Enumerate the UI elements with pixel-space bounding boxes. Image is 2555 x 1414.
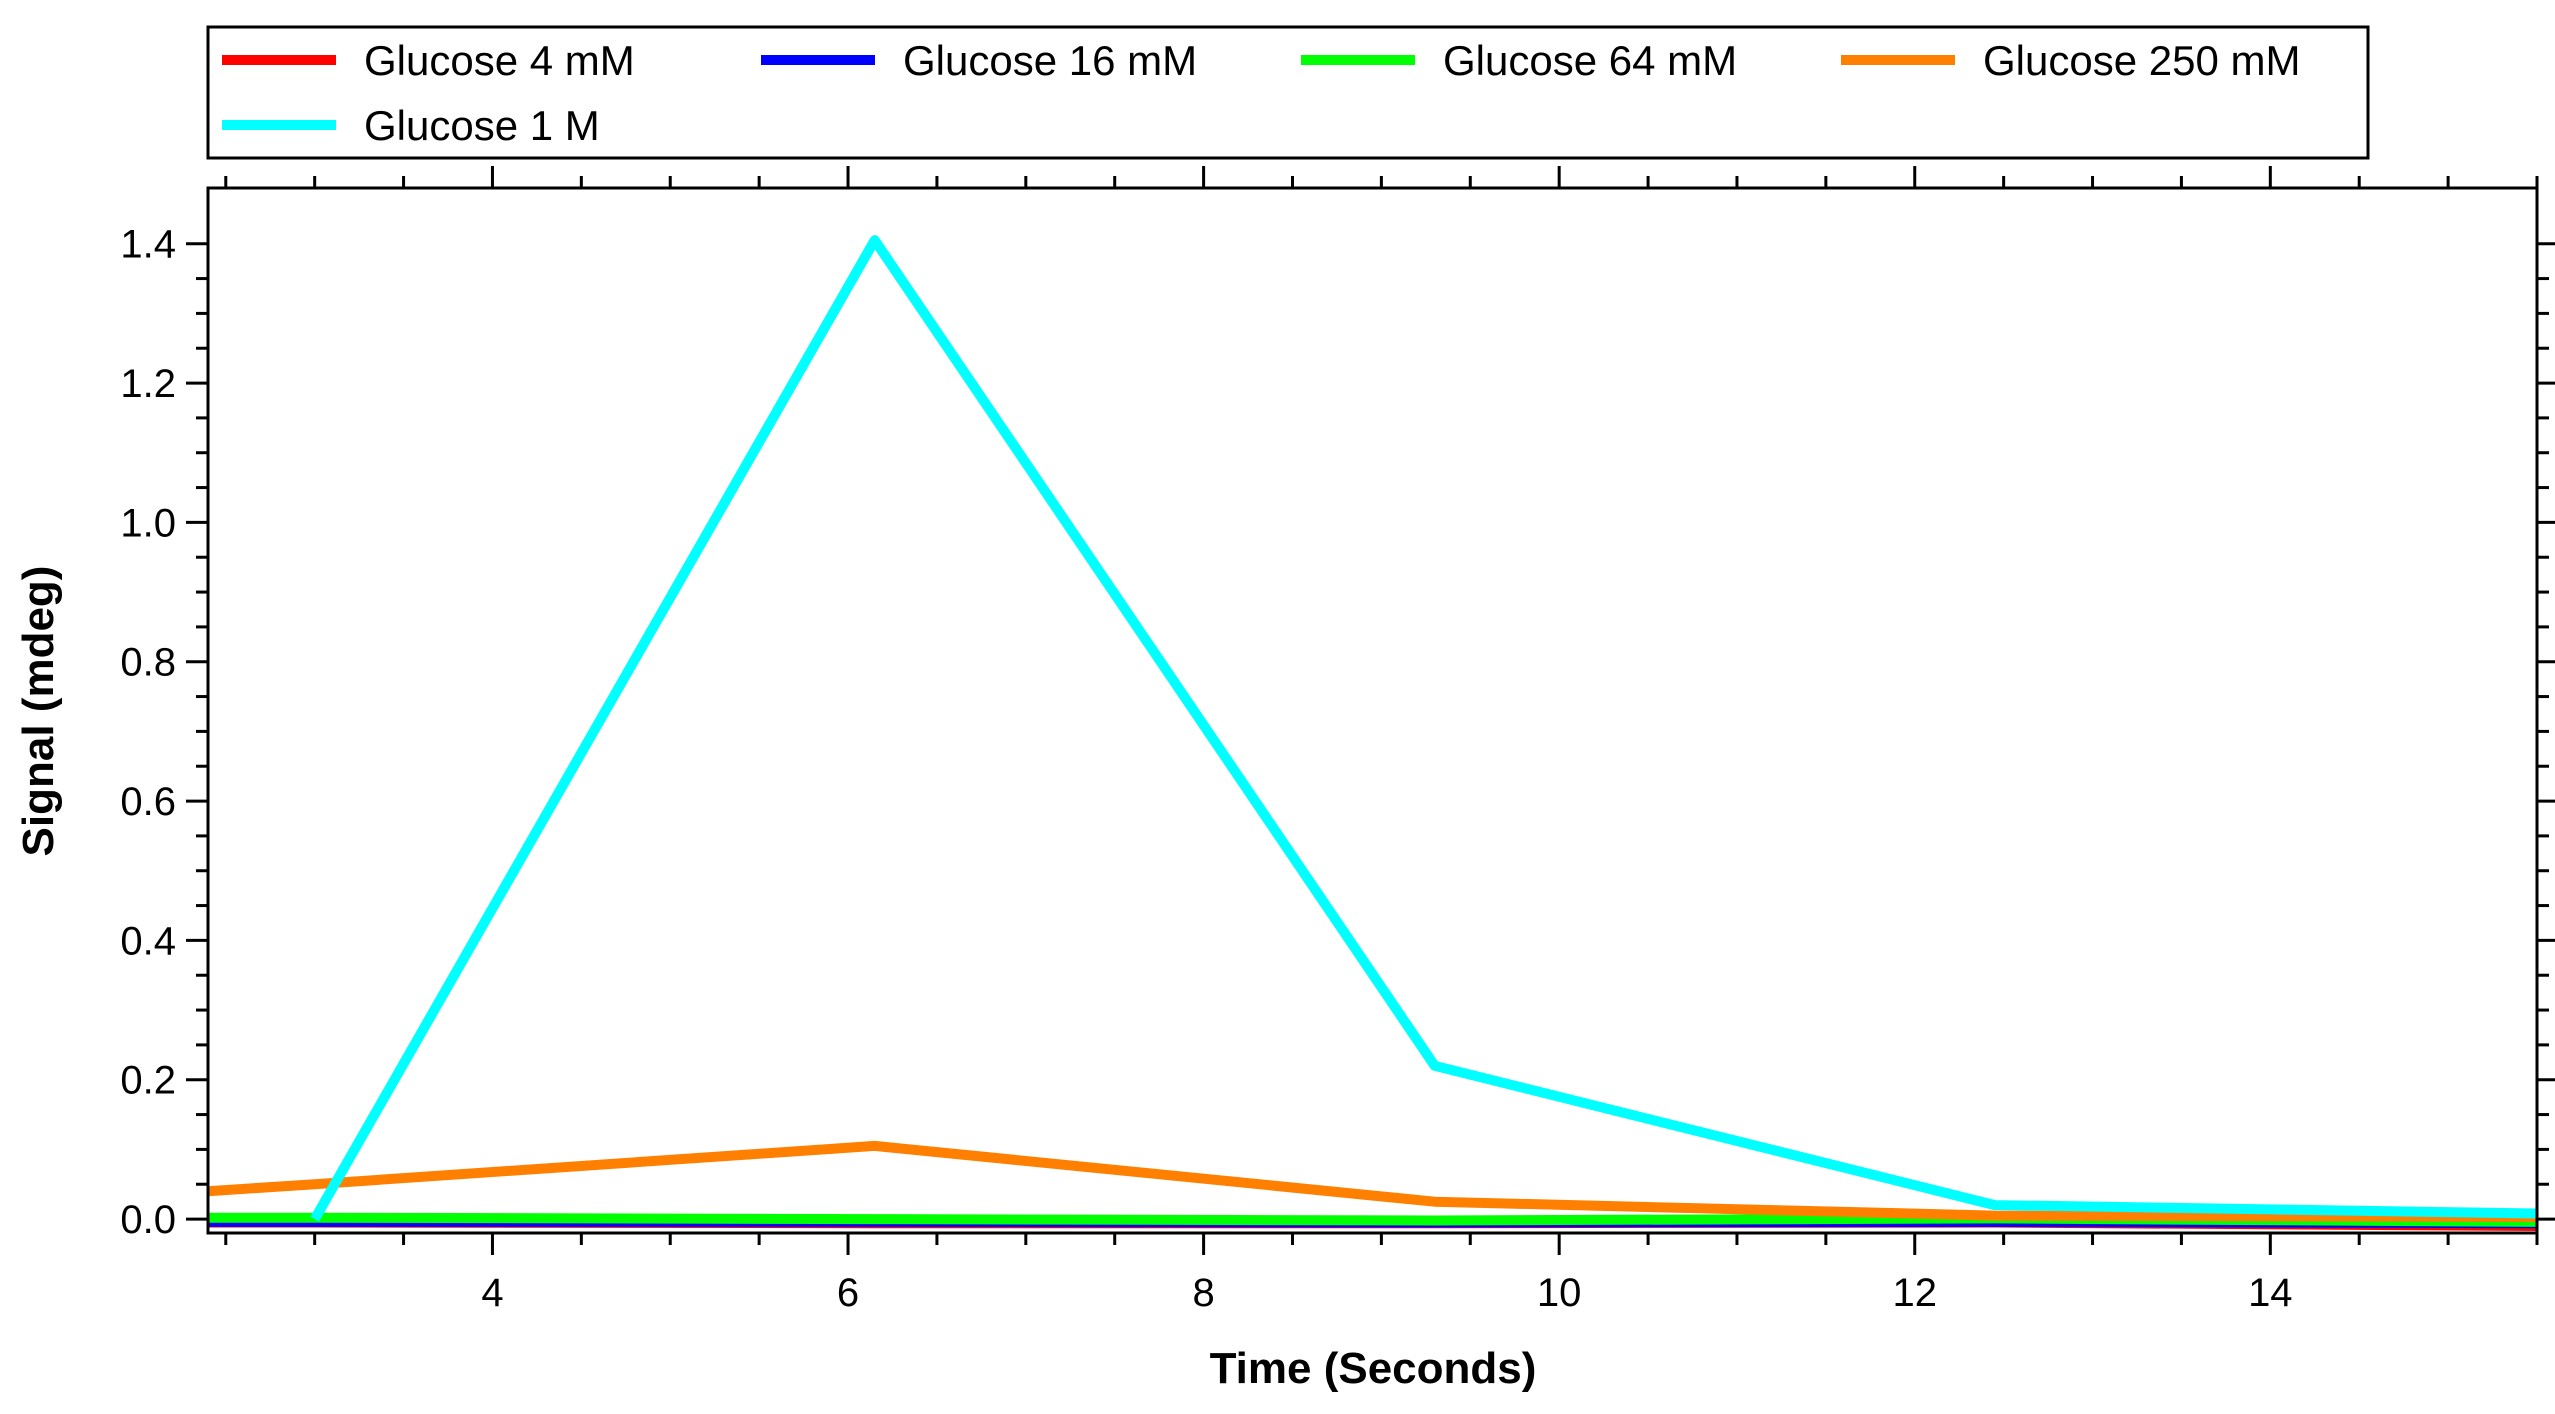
y-tick-label: 0.6 bbox=[120, 780, 176, 824]
y-tick-label: 1.4 bbox=[120, 223, 176, 267]
y-tick-label: 0.4 bbox=[120, 919, 176, 963]
plot-lines bbox=[207, 235, 2538, 1231]
x-tick-label: 8 bbox=[1192, 1271, 1214, 1315]
x-tick-label: 6 bbox=[837, 1271, 859, 1315]
y-tick-label: 0.8 bbox=[120, 641, 176, 685]
y-axis-title: Signal (mdeg) bbox=[14, 566, 63, 857]
x-tick-label: 10 bbox=[1537, 1271, 1582, 1315]
y-tick-label: 1.0 bbox=[120, 501, 176, 545]
series-line-4 bbox=[207, 1140, 2538, 1222]
plot-frame bbox=[206, 186, 2539, 1235]
legend-label: Glucose 4 mM bbox=[364, 37, 635, 84]
legend-label: Glucose 1 M bbox=[364, 102, 600, 149]
x-tick-label: 14 bbox=[2248, 1271, 2293, 1315]
x-axis-title: Time (Seconds) bbox=[1210, 1344, 1537, 1393]
series-line-5 bbox=[310, 235, 2538, 1222]
y-tick-label: 0.2 bbox=[120, 1059, 176, 1103]
y-tick-label: 1.2 bbox=[120, 362, 176, 406]
legend-label: Glucose 250 mM bbox=[1983, 37, 2300, 84]
legend-label: Glucose 64 mM bbox=[1443, 37, 1737, 84]
legend: Glucose 4 mM Glucose 16 mM Glucose 64 mM Gl… bbox=[206, 25, 2370, 160]
legend-box bbox=[206, 25, 2370, 160]
x-tick-label: 4 bbox=[481, 1271, 503, 1315]
axes: 4 6 8 10 12 14 0.0 0.2 0.4 0.6 0.8 1.0 1.2 1.4 bbox=[120, 166, 2555, 1315]
legend-label: Glucose 16 mM bbox=[903, 37, 1197, 84]
y-tick-label: 0.0 bbox=[120, 1198, 176, 1242]
x-tick-label: 12 bbox=[1892, 1271, 1937, 1315]
